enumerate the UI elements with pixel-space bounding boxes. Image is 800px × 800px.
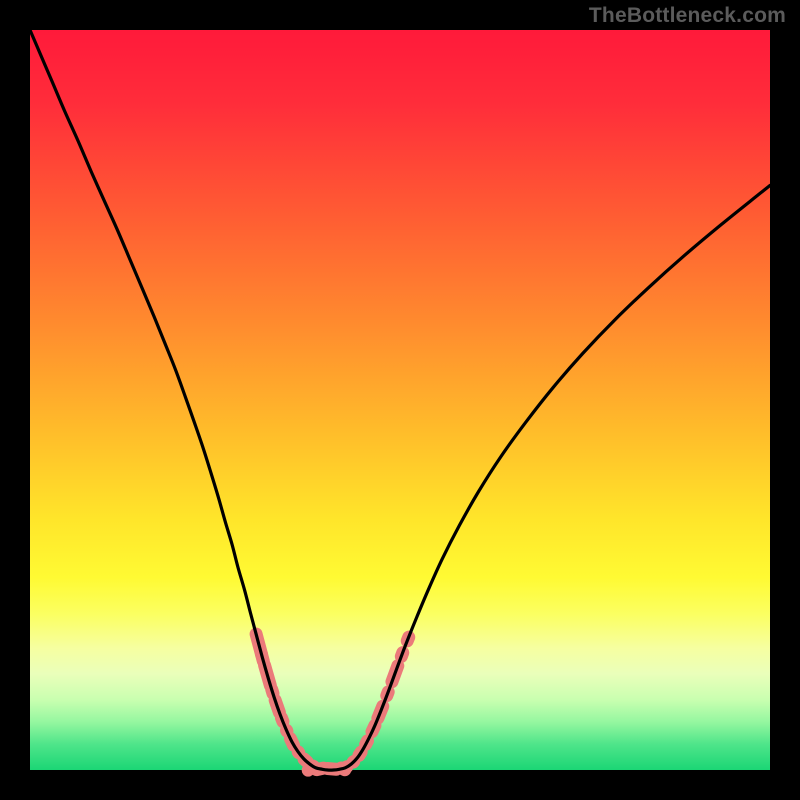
plot-area xyxy=(30,30,770,770)
curve-svg xyxy=(30,30,770,770)
chart-stage: TheBottleneck.com xyxy=(0,0,800,800)
watermark-text: TheBottleneck.com xyxy=(589,4,786,28)
